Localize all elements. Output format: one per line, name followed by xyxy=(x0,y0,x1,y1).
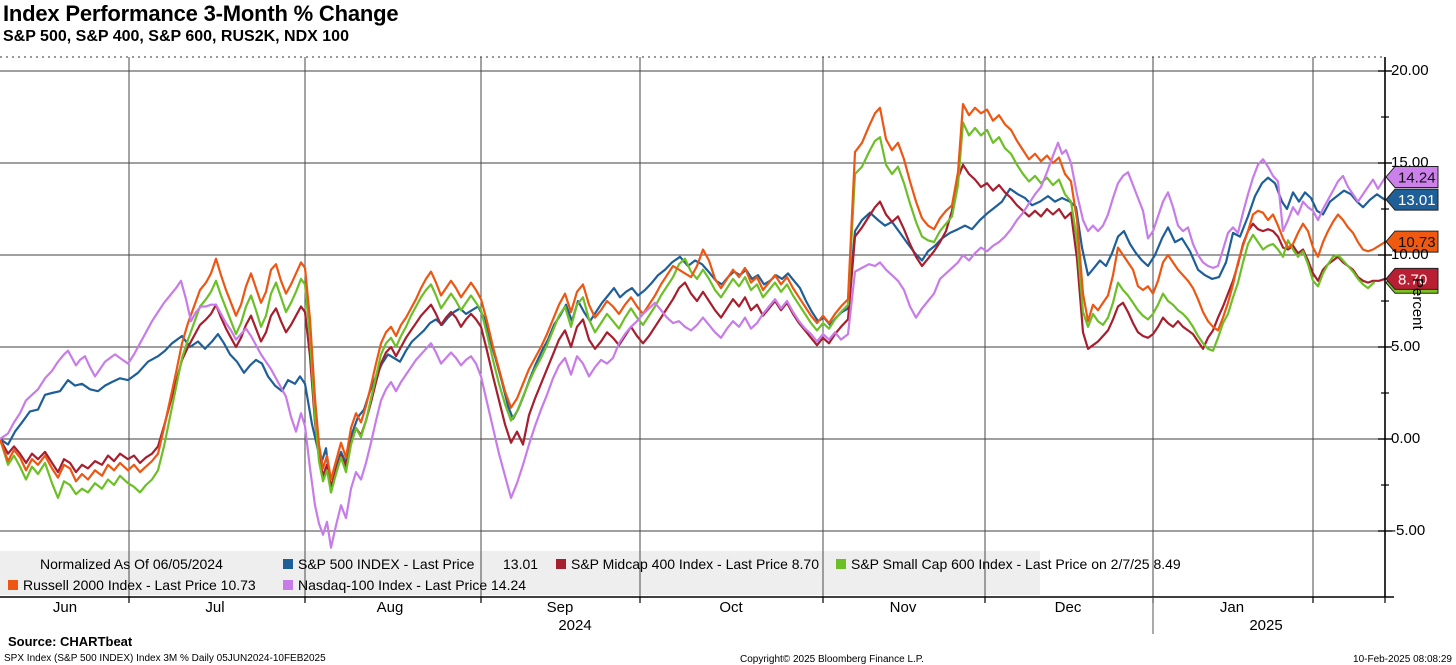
legend-label: Nasdaq-100 Index - Last Price 14.24 xyxy=(298,577,527,593)
last-price-badge-value-ndx: 14.24 xyxy=(1398,169,1436,186)
axes xyxy=(0,56,1394,634)
legend-item: Nasdaq-100 Index - Last Price 14.24 xyxy=(283,575,526,595)
month-label-jul: Jul xyxy=(205,599,225,616)
month-label-oct: Oct xyxy=(719,599,743,616)
y-tick-label: 20.00 xyxy=(1391,62,1429,79)
y-tick-label: 10.00 xyxy=(1391,246,1429,263)
last-price-badge-rus2k xyxy=(1385,230,1439,253)
legend-item: Normalized As Of 06/05/2024 xyxy=(40,554,223,574)
year-label-2024: 2024 xyxy=(558,617,592,634)
y-tick-label: 15.00 xyxy=(1391,154,1429,171)
series-line-sp400 xyxy=(0,163,1387,488)
page-title: Index Performance 3-Month % Change xyxy=(3,1,399,26)
year-label-2025: 2025 xyxy=(1249,617,1283,634)
legend-item: S&P 500 INDEX - Last Price xyxy=(283,554,474,574)
series-line-rus2k xyxy=(0,102,1387,483)
legend-label: S&P 500 INDEX - Last Price xyxy=(298,556,475,572)
legend-item: Russell 2000 Index - Last Price 10.73 xyxy=(8,575,256,595)
legend-band xyxy=(0,551,1040,595)
legend-label: 13.01 xyxy=(503,556,539,572)
legend-item: S&P Midcap 400 Index - Last Price 8.70 xyxy=(556,554,819,574)
last-price-badge-value-sp500: 13.01 xyxy=(1398,192,1436,209)
gridlines xyxy=(0,57,1385,597)
month-label-jun: Jun xyxy=(52,599,78,616)
series-lines xyxy=(0,102,1387,549)
series-line-sp500 xyxy=(0,176,1387,494)
legend-swatch-sp500-icon xyxy=(283,559,293,569)
legend-item: 13.01 xyxy=(503,554,538,574)
month-label-dec: Dec xyxy=(1054,599,1082,616)
legend-label: S&P Small Cap 600 Index - Last Price on … xyxy=(851,556,1181,572)
timestamp: 10-Feb-2025 08:08:29 xyxy=(1353,654,1452,665)
legend-label: Russell 2000 Index - Last Price 10.73 xyxy=(23,577,256,593)
chart-footnote: SPX Index (S&P 500 INDEX) Index 3M % Dai… xyxy=(4,653,326,664)
last-price-badge-ndx xyxy=(1385,165,1439,188)
last-price-badge-sp500 xyxy=(1385,188,1439,211)
source-label: Source: CHARTbeat xyxy=(8,634,133,649)
legend-item: S&P Small Cap 600 Index - Last Price on … xyxy=(836,554,1181,574)
last-price-badge-value-rus2k: 10.73 xyxy=(1398,234,1436,251)
legend-swatch-sp400-icon xyxy=(556,559,566,569)
series-line-sp600 xyxy=(0,121,1376,499)
legend-label: Normalized As Of 06/05/2024 xyxy=(40,556,223,572)
copyright-text: Copyright© 2025 Bloomberg Finance L.P. xyxy=(740,654,924,665)
month-label-aug: Aug xyxy=(376,599,404,616)
month-label-sep: Sep xyxy=(546,599,574,616)
y-axis-title: Percent xyxy=(1409,278,1426,330)
legend-swatch-rus2k-icon xyxy=(8,580,18,590)
chart-subtitle: S&P 500, S&P 400, S&P 600, RUS2K, NDX 10… xyxy=(3,28,349,45)
y-tick-label: 0.00 xyxy=(1391,430,1421,447)
y-tick-label: 5.00 xyxy=(1391,338,1421,355)
month-label-jan: Jan xyxy=(1219,599,1245,616)
last-price-badge-sp400 xyxy=(1385,267,1439,290)
legend-swatch-sp600-icon xyxy=(836,559,846,569)
y-tick-label: -5.00 xyxy=(1391,522,1426,539)
legend-swatch-ndx-icon xyxy=(283,580,293,590)
last-price-badge-value-sp400: 8.70 xyxy=(1398,271,1427,288)
legend-label: S&P Midcap 400 Index - Last Price 8.70 xyxy=(571,556,819,572)
series-line-ndx xyxy=(0,141,1387,549)
month-label-nov: Nov xyxy=(889,599,917,616)
